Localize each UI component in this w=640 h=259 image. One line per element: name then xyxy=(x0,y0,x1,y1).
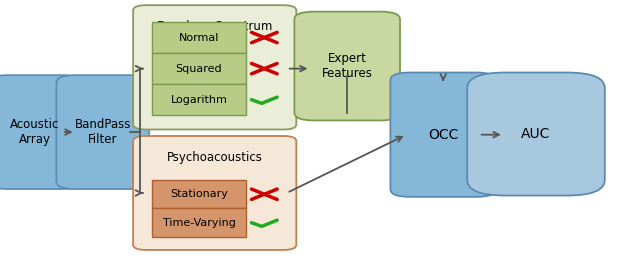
Text: Stationary: Stationary xyxy=(170,189,228,199)
Text: BandPass
Filter: BandPass Filter xyxy=(74,118,131,146)
Text: Normal: Normal xyxy=(179,33,220,42)
FancyBboxPatch shape xyxy=(152,180,246,208)
Text: Squared: Squared xyxy=(176,64,222,74)
Text: OCC: OCC xyxy=(428,128,458,142)
FancyBboxPatch shape xyxy=(152,22,246,53)
FancyBboxPatch shape xyxy=(133,5,296,130)
FancyBboxPatch shape xyxy=(0,75,81,189)
Text: Acoustic
Array: Acoustic Array xyxy=(10,118,60,146)
FancyBboxPatch shape xyxy=(152,208,246,237)
Text: Time-Varying: Time-Varying xyxy=(163,218,236,228)
Text: Psychoacoustics: Psychoacoustics xyxy=(167,151,262,164)
FancyBboxPatch shape xyxy=(152,53,246,84)
Text: Envelope Spectrum: Envelope Spectrum xyxy=(157,20,273,33)
Text: Expert
Features: Expert Features xyxy=(322,52,372,80)
FancyBboxPatch shape xyxy=(467,73,605,196)
Text: Logarithm: Logarithm xyxy=(171,95,227,105)
FancyBboxPatch shape xyxy=(133,136,296,250)
FancyBboxPatch shape xyxy=(56,75,149,189)
FancyBboxPatch shape xyxy=(294,12,400,120)
FancyBboxPatch shape xyxy=(152,84,246,115)
Text: AUC: AUC xyxy=(522,127,550,141)
FancyBboxPatch shape xyxy=(390,73,496,197)
